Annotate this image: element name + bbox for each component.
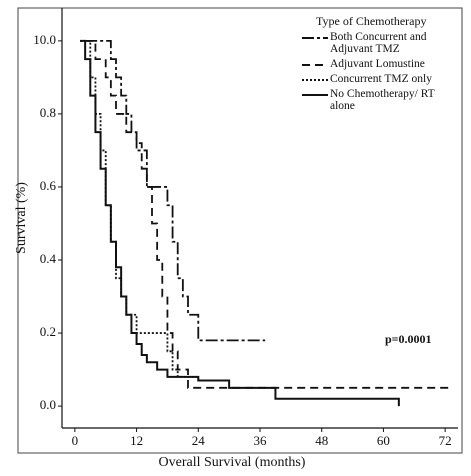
annotation: p=0.0001 bbox=[385, 332, 432, 346]
y-tick-label: 0.4 bbox=[40, 251, 57, 266]
x-tick-label: 0 bbox=[72, 433, 79, 448]
legend-title: Type of Chemotherapy bbox=[316, 14, 427, 28]
legend-swatch bbox=[302, 64, 328, 66]
legend-entry: Adjuvant Lomustine bbox=[300, 58, 461, 70]
y-tick-label: 0.8 bbox=[40, 105, 56, 120]
legend-swatch bbox=[302, 94, 328, 96]
x-tick-label: 60 bbox=[377, 433, 390, 448]
x-axis-label: Overall Survival (months) bbox=[159, 455, 306, 470]
legend-label: No Chemotherapy/ RT alone bbox=[330, 88, 435, 112]
survival-curve bbox=[85, 39, 266, 342]
x-tick-label: 72 bbox=[439, 433, 452, 448]
legend-label: Adjuvant Lomustine bbox=[330, 58, 425, 70]
x-tick-label: 24 bbox=[192, 433, 206, 448]
y-tick-label: 0.0 bbox=[40, 397, 56, 412]
legend-label: Both Concurrent and Adjuvant TMZ bbox=[330, 31, 427, 55]
legend-label: Concurrent TMZ only bbox=[330, 73, 432, 85]
y-tick-label: 0.2 bbox=[40, 324, 56, 339]
legend-entry: Concurrent TMZ only bbox=[300, 73, 461, 85]
survival-curve bbox=[80, 39, 200, 381]
x-tick-label: 12 bbox=[130, 433, 143, 448]
y-tick-label: 0.6 bbox=[40, 178, 57, 193]
legend-entry: No Chemotherapy/ RT alone bbox=[300, 88, 461, 112]
frame bbox=[17, 7, 463, 454]
survival-curve bbox=[80, 39, 400, 407]
x-tick-label: 36 bbox=[254, 433, 268, 448]
y-tick-label: 10.0 bbox=[33, 32, 56, 47]
legend: Type of Chemotherapy Both Concurrent and… bbox=[300, 9, 461, 119]
legend-entry: Both Concurrent and Adjuvant TMZ bbox=[300, 31, 461, 55]
y-axis-label: Survival (%) bbox=[14, 182, 29, 254]
legend-swatch bbox=[302, 37, 328, 39]
legend-swatch bbox=[302, 79, 328, 81]
x-tick-label: 48 bbox=[315, 433, 328, 448]
survival-curve bbox=[85, 39, 451, 389]
